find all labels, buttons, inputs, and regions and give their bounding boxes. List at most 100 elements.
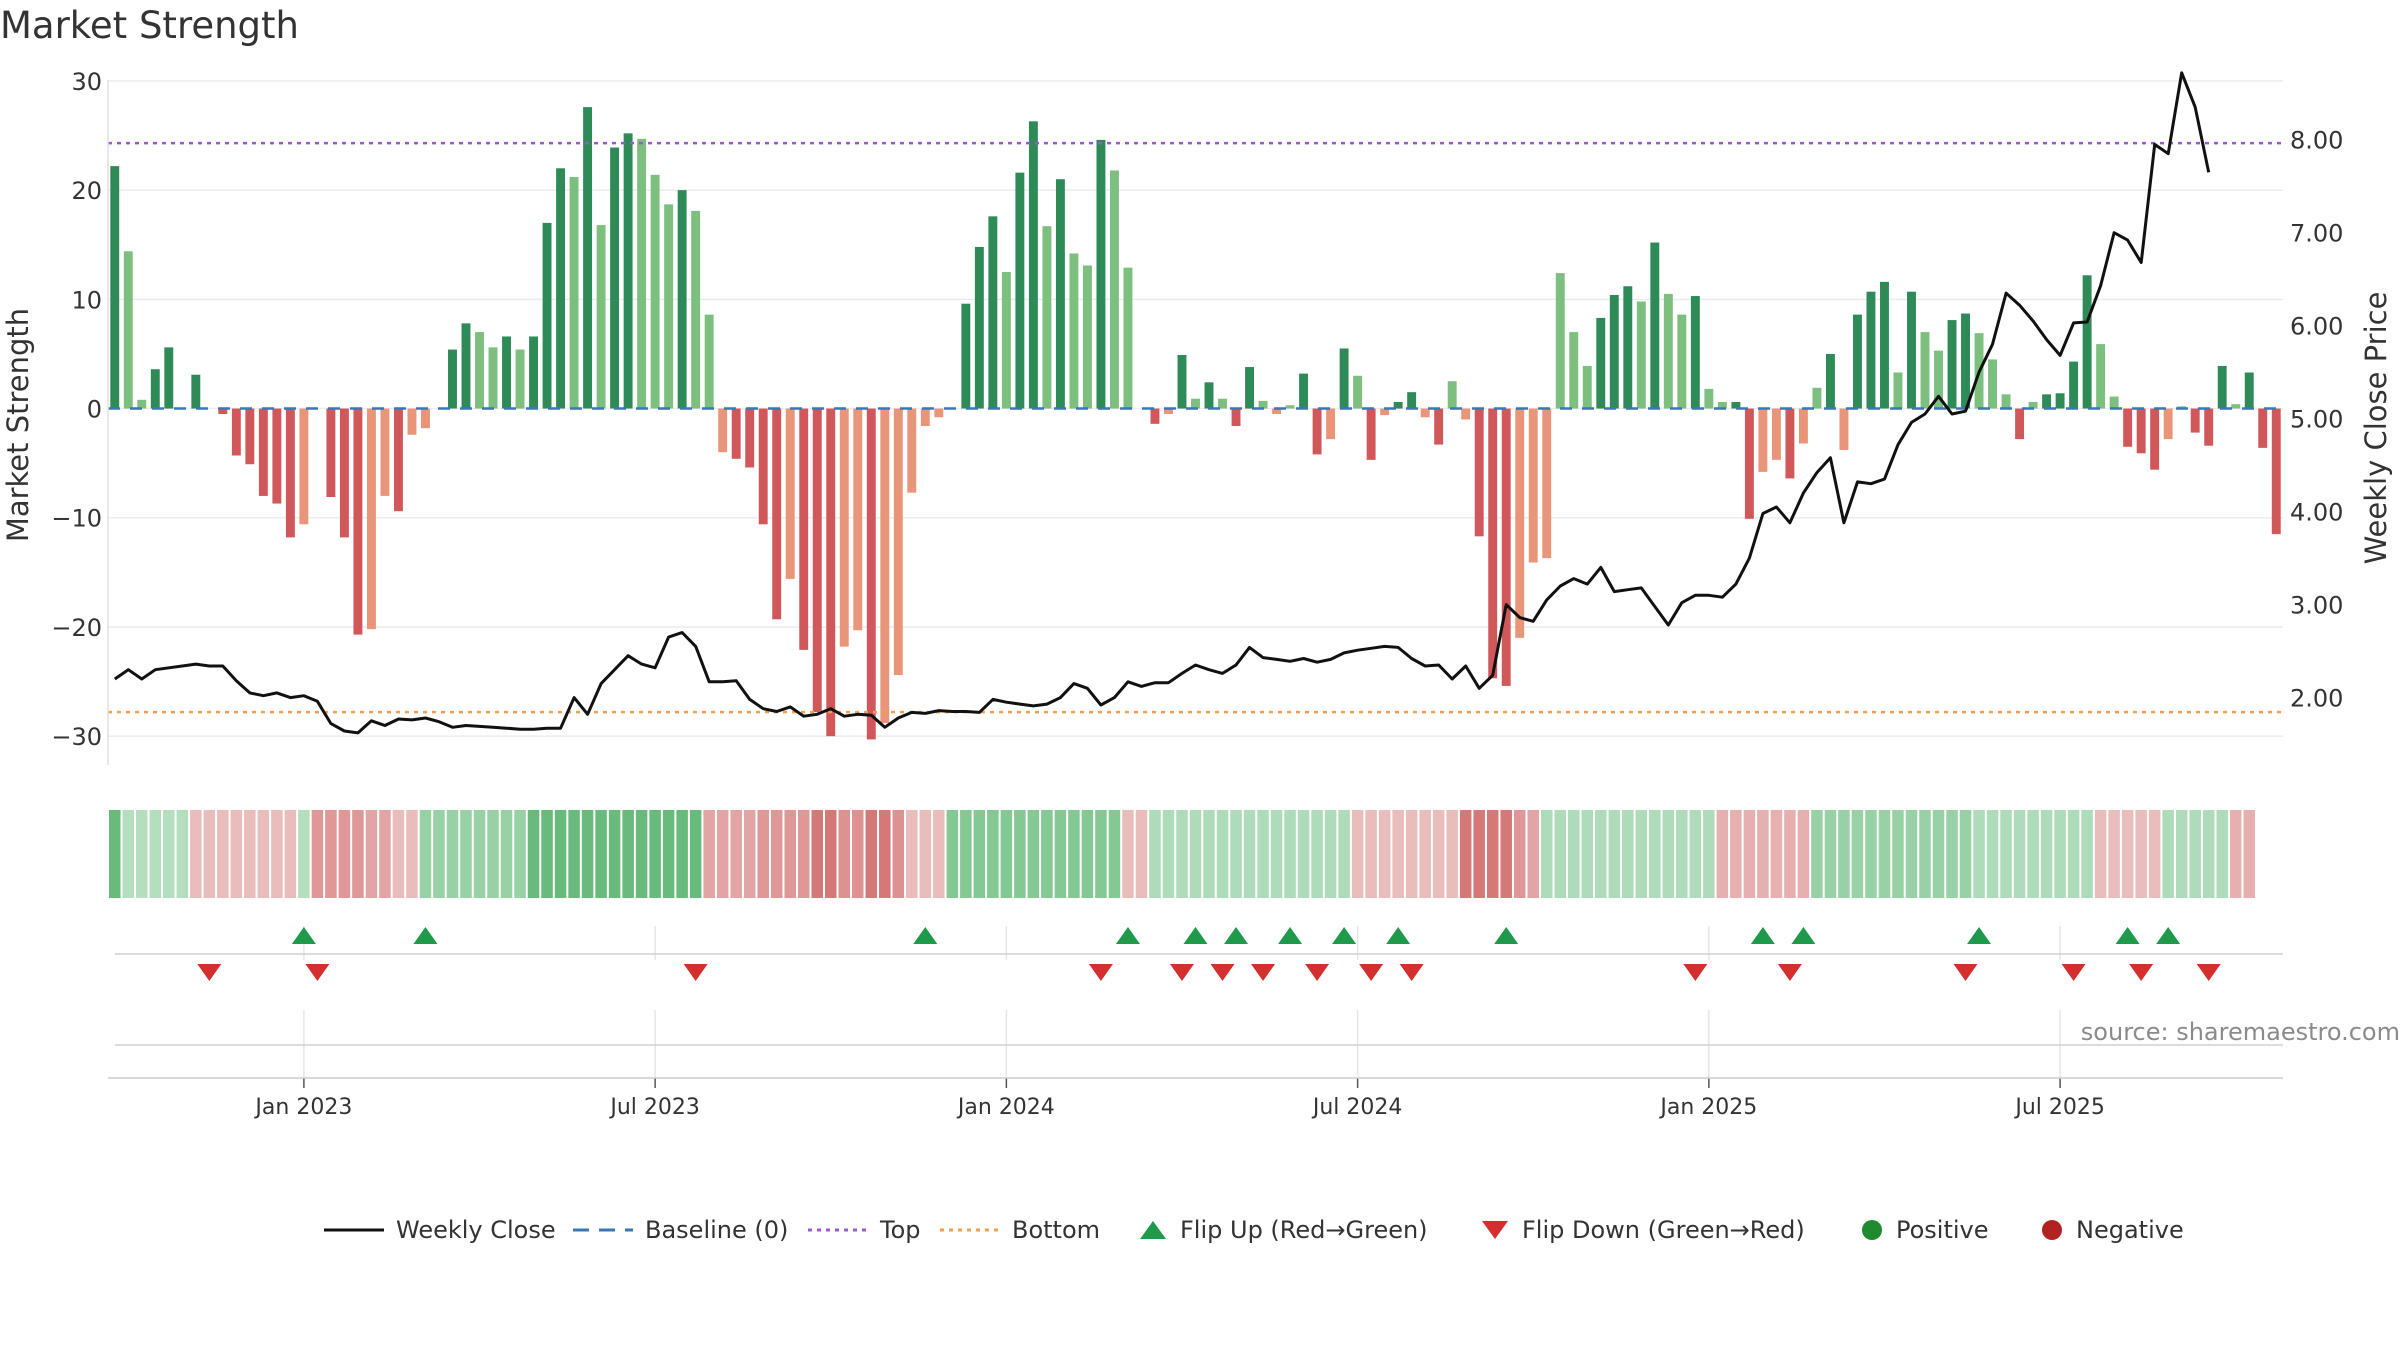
band-cell: [2202, 810, 2215, 898]
band-cell: [1189, 810, 1202, 898]
band-cell: [1986, 810, 1999, 898]
band-cell: [1743, 810, 1756, 898]
band-cell: [1176, 810, 1188, 898]
strength-bar: [1920, 332, 1930, 409]
strength-bar: [1245, 367, 1254, 409]
strength-bar: [1771, 408, 1781, 460]
band-cell: [433, 810, 445, 898]
flip-down-marker: [197, 964, 222, 981]
strength-bar: [231, 408, 241, 456]
strength-bar: [1515, 408, 1525, 638]
strength-bar: [1596, 317, 1606, 409]
strength-bar: [1893, 372, 1903, 409]
band-cell: [136, 810, 148, 898]
flip-up-marker: [1224, 927, 1249, 944]
band-cell: [649, 810, 661, 898]
x-tick-label: Jan 2024: [956, 1095, 1055, 1120]
flip-up-marker: [1791, 927, 1816, 944]
band-cell: [703, 810, 715, 898]
band-cell: [1527, 810, 1539, 898]
strength-bar: [1785, 408, 1795, 479]
band-cell: [1554, 810, 1567, 898]
band-cell: [919, 810, 932, 898]
band-cell: [1905, 810, 1918, 898]
legend-dash-icon: [573, 1228, 633, 1232]
flip-up-marker: [2115, 927, 2140, 944]
strength-bar: [2231, 404, 2241, 409]
band-cell: [784, 810, 796, 898]
strength-bar: [2001, 394, 2011, 409]
strength-bar: [1501, 408, 1511, 686]
y2-tick-label: 6.00: [2290, 313, 2343, 341]
strength-bar: [529, 336, 539, 409]
band-cell: [419, 810, 432, 898]
strength-bar: [974, 246, 984, 409]
legend-item-bottom: Bottom: [940, 1210, 1100, 1250]
band-cell: [460, 810, 472, 898]
strength-bar: [1001, 272, 1011, 409]
strength-bar: [1488, 408, 1498, 679]
band-cell: [1216, 810, 1229, 898]
band-cell: [500, 810, 513, 898]
legend-label-bottom: Bottom: [1012, 1216, 1101, 1244]
legend-label-negative: Negative: [2076, 1216, 2184, 1244]
band-cell: [797, 810, 810, 898]
strength-bar: [421, 408, 430, 429]
flip-down-marker: [1777, 964, 1802, 981]
flip-up-marker: [1115, 927, 1140, 944]
legend-item-flip-down: Flip Down (Green→Red): [1480, 1210, 1805, 1250]
strength-bar: [1204, 382, 1214, 409]
band-cell: [514, 810, 526, 898]
strength-bar: [1258, 400, 1268, 409]
band-cell: [1459, 810, 1472, 898]
strength-bar: [610, 147, 620, 409]
band-cell: [1500, 810, 1512, 898]
band-cell: [1716, 810, 1729, 898]
band-cell: [1257, 810, 1269, 898]
y-tick-label: 30: [71, 68, 102, 96]
flip-up-marker: [2156, 927, 2181, 944]
reference-lines: [108, 141, 2283, 714]
legend-label-close: Weekly Close: [396, 1216, 556, 1244]
band-cell: [325, 810, 337, 898]
strength-bar: [2258, 408, 2268, 448]
price-line-layer: [113, 71, 2211, 735]
strength-bar: [961, 303, 971, 409]
band-cell: [392, 810, 405, 898]
strength-bar: [583, 107, 593, 409]
y2-tick-label: 3.00: [2290, 592, 2343, 620]
band-cell: [1824, 810, 1837, 898]
band-cell: [1041, 810, 1053, 898]
band-cell: [2013, 810, 2026, 898]
band-cell: [230, 810, 243, 898]
flip-up-marker: [1278, 927, 1303, 944]
legend-item-baseline: Baseline (0): [573, 1210, 788, 1250]
band-cell: [487, 810, 499, 898]
strength-bar: [2069, 361, 2079, 409]
strength-bar: [326, 408, 336, 497]
band-cell: [244, 810, 256, 898]
band-cell: [730, 810, 742, 898]
band-cell: [1757, 810, 1769, 898]
band-cell: [1135, 810, 1148, 898]
strength-bar: [285, 408, 295, 538]
band-cell: [1595, 810, 1607, 898]
band-cell: [1095, 810, 1107, 898]
band-cell: [838, 810, 851, 898]
band-cell: [1054, 810, 1067, 898]
strength-bar: [339, 408, 349, 538]
band-cell: [2243, 810, 2255, 898]
flip-up-marker: [913, 927, 938, 944]
strength-bar: [488, 347, 498, 409]
strength-bar: [664, 204, 674, 409]
strength-band: [109, 810, 2255, 898]
x-tick-label: Jul 2025: [2013, 1095, 2105, 1120]
band-cell: [473, 810, 486, 898]
band-cell: [1973, 810, 1985, 898]
band-cell: [2040, 810, 2053, 898]
flip-down-marker: [1210, 964, 1235, 981]
band-cell: [1000, 810, 1013, 898]
band-cell: [1649, 810, 1661, 898]
band-cell: [163, 810, 175, 898]
strength-bar: [2271, 408, 2281, 535]
